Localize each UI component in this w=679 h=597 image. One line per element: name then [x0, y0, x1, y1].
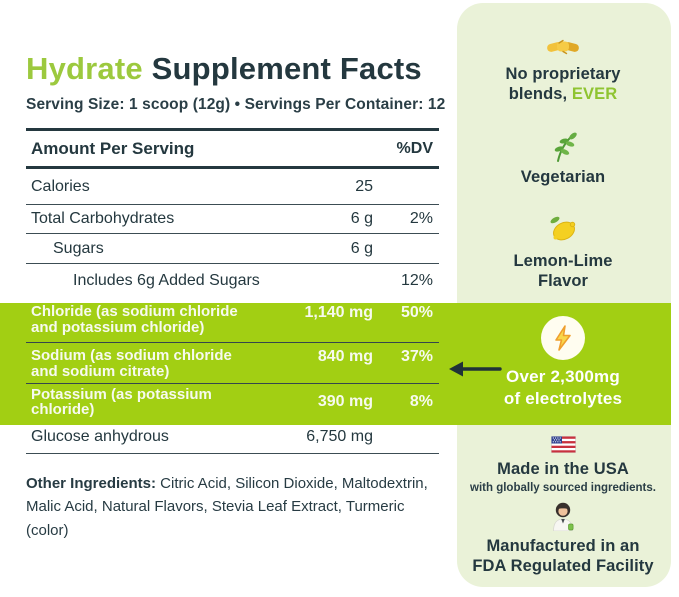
supplement-table: Amount Per Serving %DV Calories 25 Total… — [26, 128, 439, 455]
row-name: Sodium (as sodium chloride and sodium ci… — [31, 347, 232, 380]
herb-icon — [554, 132, 577, 162]
row-name: Glucose anhydrous — [31, 427, 169, 445]
usa-title: Made in the USA — [497, 460, 629, 478]
scientist-icon — [553, 502, 574, 531]
row-amount: 6 g — [350, 210, 373, 228]
row-amount: 6 g — [350, 239, 373, 257]
brand-name: Hydrate — [26, 51, 143, 86]
row-amount: 1,140 mg — [304, 304, 373, 322]
handshake-icon — [547, 39, 579, 55]
usa-subtitle: with globally sourced ingredients. — [470, 482, 656, 494]
table-row: Sugars 6 g — [26, 234, 439, 265]
page-title: Hydrate Supplement Facts — [26, 50, 450, 87]
flavor-line1: Lemon-Lime — [513, 252, 613, 270]
row-amount: 840 mg — [317, 348, 373, 366]
benefit-usa: Made in the USA with globally sourced in… — [455, 436, 671, 494]
amount-per-serving-header: Amount Per Serving — [31, 138, 195, 158]
row-name: Total Carbohydrates — [31, 210, 175, 228]
row-amount: 25 — [355, 177, 373, 195]
lightning-circle — [541, 316, 585, 360]
benefit-fda: Manufactured in an FDA Regulated Facilit… — [455, 501, 671, 576]
table-header-row: Amount Per Serving %DV — [26, 131, 439, 170]
row-dv: 8% — [409, 393, 433, 411]
benefits-list: No proprietary blends, EVER Vegetarian — [455, 0, 671, 597]
lemon-icon — [550, 216, 576, 241]
usa-flag-icon — [550, 436, 576, 453]
benefit-vegetarian: Vegetarian — [455, 131, 671, 187]
lightning-icon — [555, 325, 571, 351]
other-ingredients-text: Citric Acid, Silicon Dioxide, Maltodextr… — [26, 475, 428, 539]
table-row: Total Carbohydrates 6 g 2% — [26, 205, 439, 235]
table-row: Calories 25 — [26, 169, 439, 206]
table-row-highlighted: Potassium (as potassium chloride) 390 mg… — [26, 384, 439, 420]
table-row: Includes 6g Added Sugars 12% — [26, 264, 439, 298]
no-blends-line2-prefix: blends, — [508, 85, 572, 103]
fda-line2: FDA Regulated Facility — [472, 557, 654, 575]
no-blends-line2: blends, EVER — [455, 84, 671, 104]
row-name: Includes 6g Added Sugars — [73, 272, 260, 290]
row-name: Chloride (as sodium chloride and potassi… — [31, 303, 238, 336]
other-ingredients-label: Other Ingredients: — [26, 475, 157, 493]
no-blends-line1: No proprietary — [505, 65, 621, 83]
serving-size-line: Serving Size: 1 scoop (12g) • Servings P… — [26, 96, 446, 114]
title-rest: Supplement Facts — [151, 51, 422, 86]
electrolytes-line2: of electrolytes — [503, 388, 623, 408]
arrow-left-icon — [449, 361, 502, 377]
row-name: Calories — [31, 177, 90, 195]
benefits-panel — [457, 3, 671, 587]
table-row: Glucose anhydrous 6,750 mg — [26, 420, 439, 455]
row-dv: 50% — [400, 304, 433, 322]
row-dv: 12% — [400, 272, 433, 290]
label-left-column: Hydrate Supplement Facts Serving Size: 1… — [26, 50, 450, 542]
no-blends-ever: EVER — [571, 85, 618, 103]
vegetarian-label: Vegetarian — [520, 168, 606, 186]
row-dv: 37% — [400, 348, 433, 366]
table-row-highlighted: Sodium (as sodium chloride and sodium ci… — [26, 343, 439, 385]
electrolytes-line1: Over 2,300mg — [506, 367, 620, 386]
flavor-line2: Flavor — [537, 272, 589, 290]
benefit-flavor: Lemon-Lime Flavor — [455, 211, 671, 291]
row-dv: 2% — [409, 210, 433, 228]
other-ingredients: Other Ingredients: Citric Acid, Silicon … — [26, 472, 450, 542]
fda-line1: Manufactured in an — [486, 537, 640, 555]
row-name: Sugars — [53, 239, 104, 257]
dv-header: %DV — [396, 139, 433, 157]
benefit-no-blends: No proprietary blends, EVER — [455, 34, 671, 104]
row-amount: 6,750 mg — [306, 427, 373, 445]
electrolytes-callout: Over 2,300mg of electrolytes — [455, 366, 671, 409]
row-amount: 390 mg — [317, 393, 373, 411]
row-name: Potassium (as potassium chloride) — [31, 385, 212, 419]
table-row-highlighted: Chloride (as sodium chloride and potassi… — [26, 298, 439, 344]
